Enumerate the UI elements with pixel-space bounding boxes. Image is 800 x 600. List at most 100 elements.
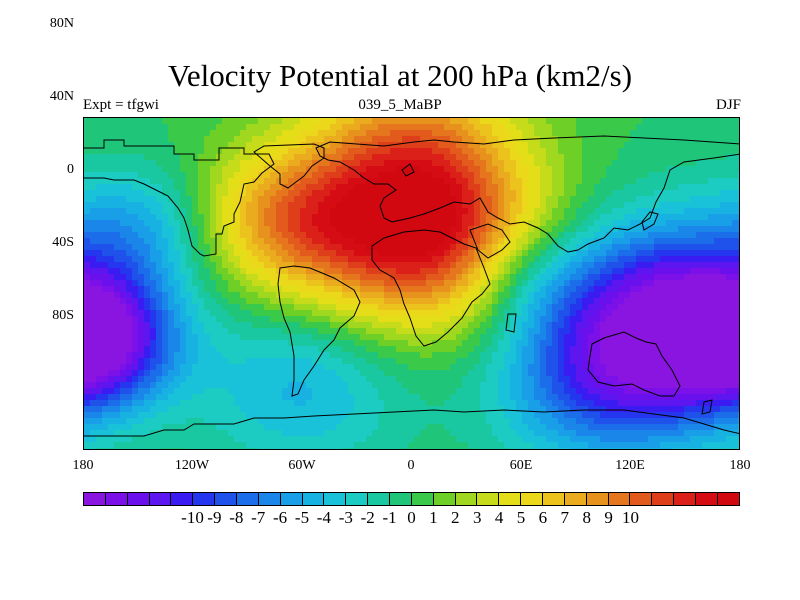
field-cell xyxy=(714,364,721,371)
field-cell xyxy=(192,214,199,221)
field-cell xyxy=(570,286,577,293)
field-cell xyxy=(432,334,439,341)
field-cell xyxy=(228,196,235,203)
field-cell xyxy=(642,262,649,269)
field-cell xyxy=(144,346,151,353)
field-cell xyxy=(378,226,385,233)
field-cell xyxy=(348,328,355,335)
field-cell xyxy=(138,370,145,377)
field-cell xyxy=(162,130,169,137)
field-cell xyxy=(582,268,589,275)
field-cell xyxy=(726,148,733,155)
field-cell xyxy=(360,304,367,311)
field-cell xyxy=(522,190,529,197)
field-cell xyxy=(120,166,127,173)
field-cell xyxy=(204,268,211,275)
field-cell xyxy=(672,202,679,209)
field-cell xyxy=(354,118,361,125)
field-cell xyxy=(420,346,427,353)
field-cell xyxy=(666,358,673,365)
field-cell xyxy=(126,340,133,347)
field-cell xyxy=(366,202,373,209)
field-cell xyxy=(678,358,685,365)
field-cell xyxy=(318,388,325,395)
field-cell xyxy=(336,382,343,389)
field-cell xyxy=(456,250,463,257)
field-cell xyxy=(240,172,247,179)
field-cell xyxy=(648,142,655,149)
field-cell xyxy=(522,178,529,185)
field-cell xyxy=(726,142,733,149)
field-cell xyxy=(120,364,127,371)
field-cell xyxy=(552,118,559,125)
field-cell xyxy=(120,346,127,353)
field-cell xyxy=(330,208,337,215)
field-cell xyxy=(180,352,187,359)
field-cell xyxy=(450,178,457,185)
field-cell xyxy=(186,364,193,371)
field-cell xyxy=(582,334,589,341)
field-cell xyxy=(402,196,409,203)
field-cell xyxy=(144,316,151,323)
field-cell xyxy=(732,148,739,155)
period-label: 039_5_MaBP xyxy=(358,97,442,113)
field-cell xyxy=(264,280,271,287)
field-cell xyxy=(192,286,199,293)
field-cell xyxy=(174,304,181,311)
field-cell xyxy=(222,136,229,143)
field-cell xyxy=(504,184,511,191)
field-cell xyxy=(648,178,655,185)
field-cell xyxy=(546,166,553,173)
field-cell xyxy=(126,172,133,179)
field-cell xyxy=(678,334,685,341)
field-cell xyxy=(294,286,301,293)
field-cell xyxy=(324,262,331,269)
field-cell xyxy=(414,208,421,215)
field-cell xyxy=(570,280,577,287)
field-cell xyxy=(510,238,517,245)
field-cell xyxy=(150,274,157,281)
field-cell xyxy=(654,304,661,311)
field-cell xyxy=(696,358,703,365)
field-cell xyxy=(204,118,211,125)
field-cell xyxy=(144,136,151,143)
field-cell xyxy=(162,166,169,173)
field-cell xyxy=(690,124,697,131)
field-cell xyxy=(738,340,739,347)
field-cell xyxy=(204,358,211,365)
field-cell xyxy=(168,154,175,161)
field-cell xyxy=(606,202,613,209)
field-cell xyxy=(534,124,541,131)
field-cell xyxy=(684,352,691,359)
field-cell xyxy=(204,214,211,221)
field-cell xyxy=(390,328,397,335)
field-cell xyxy=(684,172,691,179)
field-cell xyxy=(546,160,553,167)
field-cell xyxy=(570,226,577,233)
field-cell xyxy=(96,262,103,269)
field-cell xyxy=(342,160,349,167)
field-cell xyxy=(234,268,241,275)
field-cell xyxy=(540,118,547,125)
field-cell xyxy=(564,154,571,161)
field-cell xyxy=(282,118,289,125)
field-cell xyxy=(606,178,613,185)
field-cell xyxy=(132,202,139,209)
field-cell xyxy=(132,178,139,185)
field-cell xyxy=(576,370,583,377)
field-cell xyxy=(558,208,565,215)
field-cell xyxy=(420,148,427,155)
field-cell xyxy=(348,232,355,239)
field-cell xyxy=(102,370,109,377)
field-cell xyxy=(210,262,217,269)
field-cell xyxy=(636,160,643,167)
field-cell xyxy=(222,376,229,383)
field-cell xyxy=(564,124,571,131)
field-cell xyxy=(438,310,445,317)
field-cell xyxy=(264,274,271,281)
field-cell xyxy=(156,316,163,323)
field-cell xyxy=(474,382,481,389)
field-cell xyxy=(666,262,673,269)
field-cell xyxy=(570,196,577,203)
field-cell xyxy=(642,154,649,161)
